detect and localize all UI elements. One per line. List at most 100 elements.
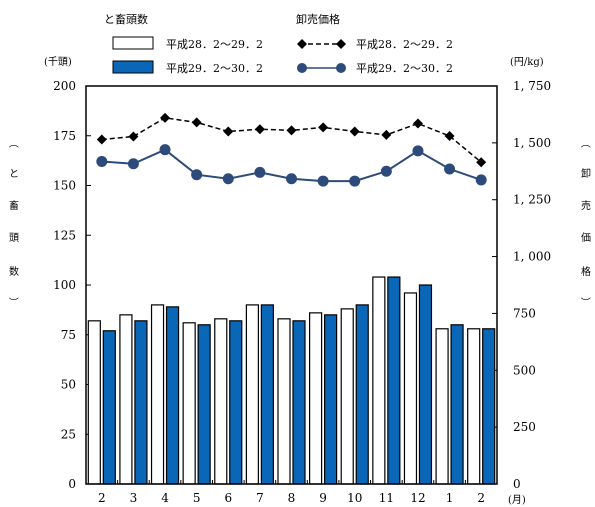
bar-series-1 bbox=[450, 324, 464, 485]
left-tick-label: 100 bbox=[53, 278, 76, 292]
x-tick-label: 1 bbox=[446, 491, 454, 505]
axis-label-char: 価 bbox=[581, 231, 591, 244]
right-axis-ticks: 0 250 500 750 1, 000 1, 250 1, 500 1, 750 bbox=[492, 79, 551, 491]
line-point-circle bbox=[317, 175, 329, 187]
right-tick-label: 1, 250 bbox=[513, 193, 551, 207]
bar-series-1 bbox=[482, 328, 496, 485]
legend-marker-diamond bbox=[297, 39, 307, 49]
left-axis-unit: (千頭) bbox=[44, 56, 72, 68]
axis-label-char: ） bbox=[7, 297, 19, 307]
x-tick-label: 10 bbox=[347, 491, 362, 505]
line-point-diamond bbox=[318, 122, 329, 133]
legend-label-line-1: 平成29．2～30．2 bbox=[356, 62, 453, 75]
bar-series-1 bbox=[229, 320, 243, 485]
legend-label-line-0: 平成28．2～29．2 bbox=[356, 38, 453, 51]
right-tick-label: 500 bbox=[513, 363, 536, 377]
x-tick-label: 11 bbox=[379, 491, 394, 505]
right-tick-label: 0 bbox=[513, 477, 521, 491]
bar-series-1 bbox=[292, 320, 306, 485]
x-tick-label: 12 bbox=[410, 491, 425, 505]
bar-series-0 bbox=[87, 320, 101, 485]
line-point-circle bbox=[96, 156, 108, 168]
axis-label-char: （ bbox=[7, 138, 19, 148]
axis-label-char: 頭 bbox=[9, 232, 19, 244]
bars bbox=[87, 276, 496, 485]
right-tick-label: 250 bbox=[513, 420, 536, 434]
line-point-circle bbox=[475, 174, 487, 186]
axis-label-char: ） bbox=[579, 297, 591, 307]
legend-swatch-bar-1 bbox=[112, 60, 154, 74]
bar-series-1 bbox=[197, 324, 211, 485]
bar-series-1 bbox=[355, 304, 369, 485]
axis-label-char: 数 bbox=[9, 265, 19, 278]
line-point-diamond bbox=[444, 131, 455, 142]
legend-marker-diamond bbox=[336, 39, 346, 49]
line-point-diamond bbox=[476, 157, 487, 168]
right-tick-label: 1, 750 bbox=[513, 79, 551, 93]
bar-series-0 bbox=[119, 314, 133, 485]
right-tick-label: 750 bbox=[513, 306, 536, 320]
legend-label-bar-1: 平成29．2～30．2 bbox=[166, 62, 263, 75]
x-tick-label: 5 bbox=[193, 491, 201, 505]
line-point-diamond bbox=[286, 125, 297, 136]
line-point-diamond bbox=[160, 112, 171, 123]
left-tick-label: 75 bbox=[61, 328, 76, 342]
bar-series-0 bbox=[150, 304, 165, 485]
left-tick-label: 200 bbox=[53, 79, 76, 93]
bar-series-0 bbox=[214, 318, 228, 485]
bar-series-0 bbox=[309, 312, 323, 485]
x-tick-label: 6 bbox=[224, 491, 232, 505]
line-point-circle bbox=[380, 165, 392, 177]
plot-frame bbox=[85, 85, 498, 485]
x-tick-label: 3 bbox=[130, 491, 138, 505]
axis-label-char: 格 bbox=[581, 265, 591, 278]
left-tick-label: 175 bbox=[53, 129, 76, 143]
right-axis-unit: (円/kg) bbox=[510, 57, 544, 68]
left-axis-label: （ と畜頭数 ） bbox=[7, 138, 19, 307]
bar-series-1 bbox=[102, 330, 116, 485]
x-axis-unit: (月) bbox=[508, 494, 526, 506]
line-point-circle bbox=[349, 175, 361, 187]
axis-label-char: 売 bbox=[581, 199, 591, 212]
legend: と畜頭数 平成28．2～29．2 平成29．2～30．2 卸売価格 平成28．2… bbox=[104, 12, 453, 75]
x-tick-label: 2 bbox=[98, 491, 106, 505]
line-point-circle bbox=[159, 144, 171, 156]
right-tick-label: 1, 000 bbox=[513, 250, 551, 264]
left-tick-label: 0 bbox=[68, 477, 76, 491]
bar-series-1 bbox=[324, 314, 338, 485]
bar-series-1 bbox=[387, 276, 401, 485]
x-tick-label: 9 bbox=[319, 491, 327, 505]
bar-series-1 bbox=[260, 304, 274, 485]
right-axis-label: （ 卸売価格 ） bbox=[579, 138, 591, 307]
line-point-diamond bbox=[96, 134, 107, 145]
legend-marker-circle bbox=[336, 63, 346, 73]
line-point-circle bbox=[222, 173, 234, 185]
x-tick-label: 8 bbox=[288, 491, 296, 505]
bar-series-0 bbox=[182, 322, 196, 485]
left-tick-label: 150 bbox=[53, 179, 76, 193]
legend-marker-circle bbox=[297, 63, 307, 73]
line-point-diamond bbox=[128, 131, 139, 142]
legend-swatch-bar-0 bbox=[112, 36, 154, 50]
bar-series-0 bbox=[467, 328, 481, 485]
left-tick-label: 25 bbox=[61, 427, 76, 441]
right-tick-label: 1, 500 bbox=[513, 136, 551, 150]
line-legend-title: 卸売価格 bbox=[296, 12, 340, 26]
axis-label-char: 畜 bbox=[9, 199, 19, 212]
bar-series-1 bbox=[165, 306, 180, 485]
left-tick-label: 125 bbox=[53, 228, 76, 242]
legend-label-bar-0: 平成28．2～29．2 bbox=[166, 38, 263, 51]
axis-label-char: （ bbox=[579, 138, 591, 148]
bar-series-0 bbox=[435, 328, 449, 485]
bar-series-0 bbox=[340, 308, 354, 485]
bar-series-0 bbox=[403, 292, 418, 485]
axis-label-char: と bbox=[9, 168, 19, 180]
x-tick-label: 4 bbox=[161, 491, 169, 505]
line-point-circle bbox=[254, 166, 266, 178]
line-point-circle bbox=[444, 163, 456, 175]
lines bbox=[96, 112, 487, 187]
line-point-diamond bbox=[349, 126, 360, 137]
line-point-circle bbox=[286, 173, 297, 185]
line-point-circle bbox=[412, 145, 424, 157]
x-tick-label: 7 bbox=[256, 491, 264, 505]
